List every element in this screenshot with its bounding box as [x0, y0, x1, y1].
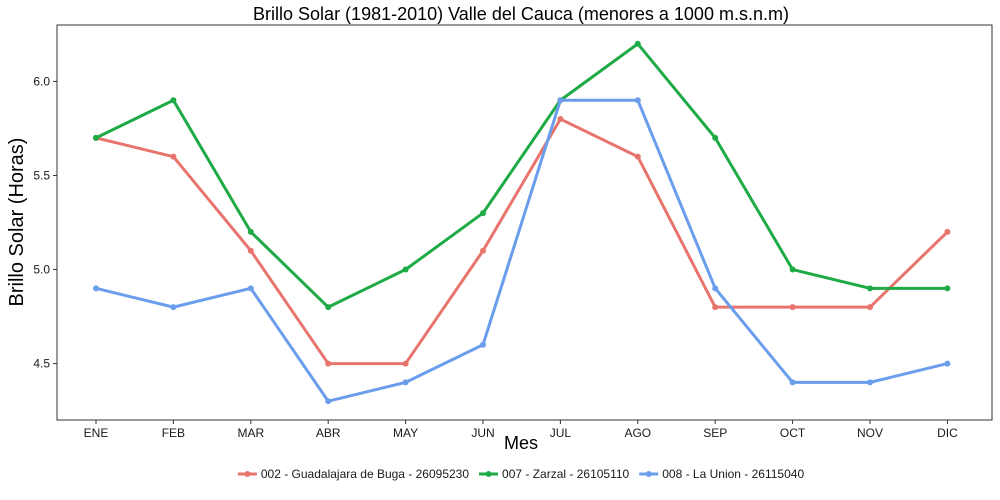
x-tick-label: JUL — [550, 426, 572, 440]
x-tick-label: ENE — [84, 426, 109, 440]
plot-panel — [56, 24, 993, 421]
data-point — [402, 360, 409, 367]
x-tick-label: MAY — [393, 426, 418, 440]
data-point — [170, 97, 177, 104]
data-point — [247, 228, 254, 235]
data-point — [170, 304, 177, 311]
legend-label: 008 - La Union - 26115040 — [662, 467, 804, 481]
data-point — [789, 304, 796, 311]
data-point — [93, 134, 99, 141]
legend-label: 007 - Zarzal - 26105110 — [502, 467, 630, 481]
data-point — [867, 304, 873, 311]
x-tick-label: FEB — [162, 426, 185, 440]
legend-item-1: 002 - Guadalajara de Buga - 26095230 — [237, 467, 469, 481]
data-point — [557, 97, 564, 104]
x-tick-label: DIC — [937, 426, 958, 440]
data-point — [634, 97, 641, 104]
data-point — [170, 153, 177, 160]
legend-swatch — [479, 471, 499, 477]
legend-swatch — [237, 471, 257, 477]
data-point — [480, 210, 486, 217]
legend-item-3: 008 - La Union - 26115040 — [639, 467, 804, 481]
data-point — [247, 247, 254, 254]
data-point — [247, 285, 254, 292]
series-line-2 — [94, 42, 949, 309]
data-point — [867, 285, 873, 292]
legend-swatch — [639, 471, 659, 477]
data-point — [480, 341, 486, 348]
data-point — [325, 398, 332, 405]
x-tick-label: ABR — [316, 426, 341, 440]
data-point — [944, 228, 951, 235]
data-point — [789, 379, 796, 386]
data-point — [867, 379, 873, 386]
data-point — [325, 304, 332, 311]
y-tick-label: 6.0 — [33, 74, 50, 88]
series-line-1 — [94, 117, 949, 366]
y-tick-label: 4.5 — [33, 357, 50, 371]
legend-label: 002 - Guadalajara de Buga - 26095230 — [261, 467, 469, 481]
data-point — [480, 247, 486, 254]
y-tick-label: 5.5 — [33, 168, 50, 182]
series-line-3 — [94, 98, 949, 403]
data-point — [712, 285, 719, 292]
data-point — [944, 285, 951, 292]
series-layer — [93, 40, 951, 405]
data-point — [944, 360, 951, 367]
data-point — [402, 266, 409, 273]
chart-title: Brillo Solar (1981-2010) Valle del Cauca… — [253, 4, 789, 24]
y-tick-label: 5.0 — [33, 263, 50, 277]
data-point — [712, 304, 719, 311]
x-axis: ENE FEB MAR ABR MAY JUN JUL AGO SEP OCT NOV DIC — [84, 420, 958, 440]
x-tick-label: AGO — [624, 426, 651, 440]
data-point — [325, 360, 332, 367]
y-axis: 4.5 5.0 5.5 6.0 — [33, 74, 57, 371]
data-point — [93, 285, 99, 292]
x-tick-label: NOV — [857, 426, 883, 440]
legend-item-2: 007 - Zarzal - 26105110 — [479, 467, 630, 481]
x-axis-title: Mes — [504, 433, 538, 453]
data-point — [557, 116, 564, 123]
x-tick-label: OCT — [780, 426, 806, 440]
x-tick-label: SEP — [703, 426, 727, 440]
x-tick-label: MAR — [237, 426, 264, 440]
y-axis-title: Brillo Solar (Horas) — [6, 138, 28, 307]
data-point — [402, 379, 409, 386]
legend: 002 - Guadalajara de Buga - 26095230 007 … — [237, 467, 804, 481]
data-point — [634, 153, 641, 160]
x-tick-label: JUN — [471, 426, 494, 440]
data-point — [634, 40, 641, 47]
data-point — [789, 266, 796, 273]
data-point — [712, 134, 719, 141]
